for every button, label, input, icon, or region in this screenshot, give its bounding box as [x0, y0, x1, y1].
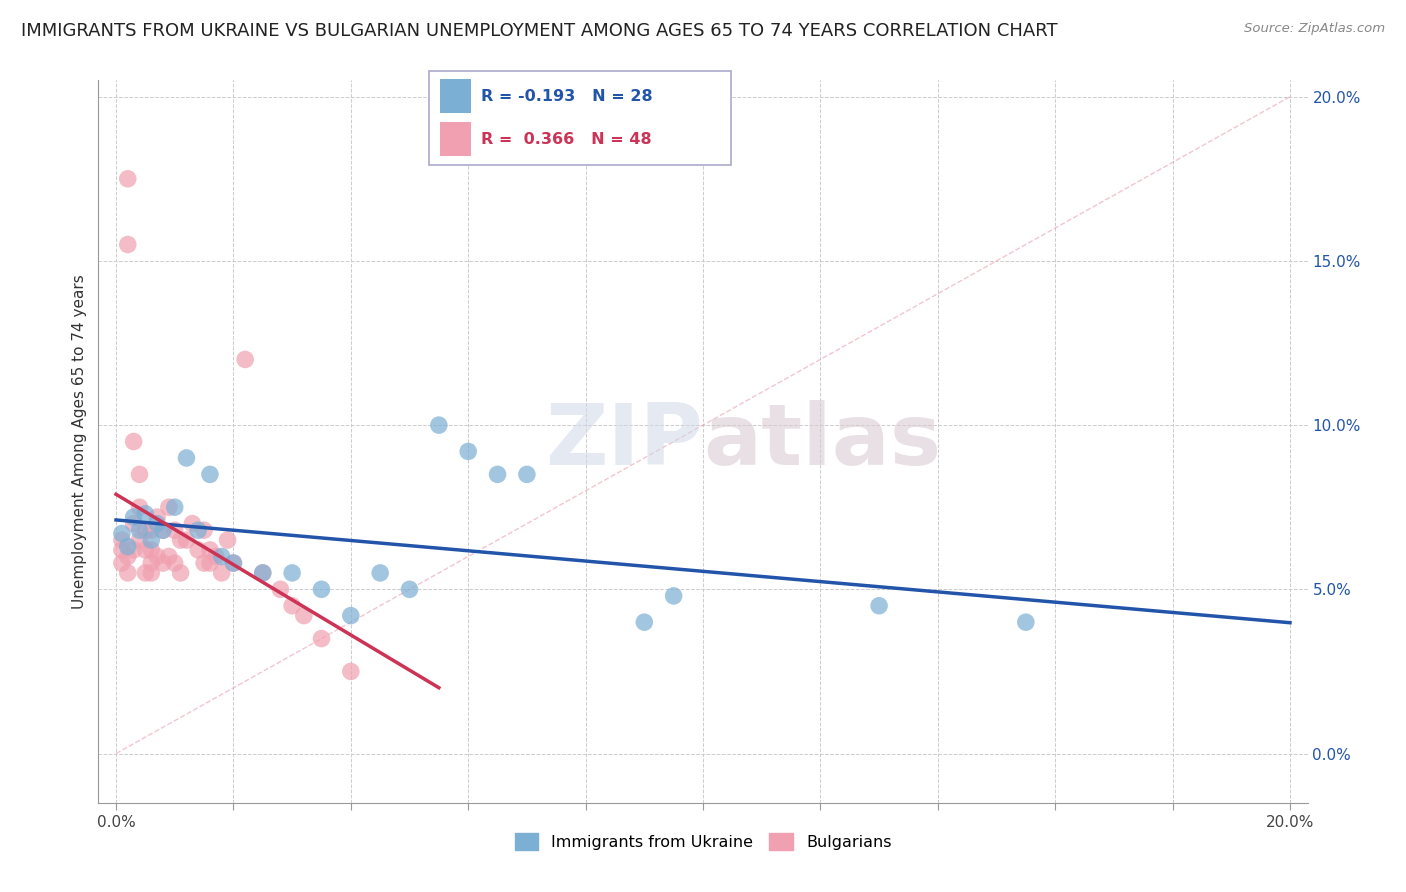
- Point: [111, 526, 134, 541]
- Point: [117, 237, 139, 252]
- Point: [128, 523, 150, 537]
- Point: [134, 507, 156, 521]
- Point: [141, 542, 163, 557]
- Point: [516, 467, 538, 482]
- Point: [204, 549, 226, 564]
- Point: [187, 523, 209, 537]
- Point: [211, 566, 233, 580]
- Point: [211, 549, 233, 564]
- Point: [340, 608, 363, 623]
- Point: [217, 533, 239, 547]
- Point: [193, 523, 215, 537]
- Point: [128, 500, 150, 515]
- Point: [340, 665, 363, 679]
- Point: [152, 556, 174, 570]
- Point: [117, 540, 139, 554]
- Point: [427, 418, 450, 433]
- Point: [222, 556, 245, 570]
- Point: [169, 566, 191, 580]
- Point: [633, 615, 655, 630]
- Point: [128, 533, 150, 547]
- Point: [281, 599, 304, 613]
- Point: [281, 566, 304, 580]
- Point: [187, 542, 209, 557]
- Point: [868, 599, 890, 613]
- Point: [222, 556, 245, 570]
- Point: [122, 510, 145, 524]
- Point: [111, 542, 134, 557]
- Point: [176, 450, 198, 465]
- Point: [181, 516, 204, 531]
- Text: IMMIGRANTS FROM UKRAINE VS BULGARIAN UNEMPLOYMENT AMONG AGES 65 TO 74 YEARS CORR: IMMIGRANTS FROM UKRAINE VS BULGARIAN UNE…: [21, 22, 1057, 40]
- Point: [311, 632, 333, 646]
- Text: R =  0.366   N = 48: R = 0.366 N = 48: [481, 132, 651, 146]
- Point: [486, 467, 509, 482]
- Point: [146, 549, 169, 564]
- Point: [252, 566, 274, 580]
- Point: [134, 542, 156, 557]
- Point: [128, 467, 150, 482]
- Point: [157, 500, 180, 515]
- Point: [368, 566, 391, 580]
- Text: ZIP: ZIP: [546, 400, 703, 483]
- Point: [198, 542, 221, 557]
- Point: [233, 352, 256, 367]
- Text: Source: ZipAtlas.com: Source: ZipAtlas.com: [1244, 22, 1385, 36]
- Point: [146, 516, 169, 531]
- Point: [141, 533, 163, 547]
- Point: [122, 516, 145, 531]
- Point: [141, 556, 163, 570]
- Point: [269, 582, 291, 597]
- Point: [176, 533, 198, 547]
- Point: [163, 523, 186, 537]
- Point: [134, 566, 156, 580]
- Point: [457, 444, 479, 458]
- Point: [662, 589, 685, 603]
- Point: [252, 566, 274, 580]
- Point: [146, 510, 169, 524]
- Point: [163, 556, 186, 570]
- Point: [157, 549, 180, 564]
- Point: [117, 171, 139, 186]
- Point: [193, 556, 215, 570]
- Point: [122, 542, 145, 557]
- Y-axis label: Unemployment Among Ages 65 to 74 years: Unemployment Among Ages 65 to 74 years: [72, 274, 87, 609]
- Point: [169, 533, 191, 547]
- Point: [134, 523, 156, 537]
- Point: [311, 582, 333, 597]
- Point: [198, 556, 221, 570]
- Point: [152, 523, 174, 537]
- Point: [122, 434, 145, 449]
- Point: [198, 467, 221, 482]
- Point: [1015, 615, 1038, 630]
- Text: R = -0.193   N = 28: R = -0.193 N = 28: [481, 89, 652, 103]
- Point: [117, 566, 139, 580]
- Text: atlas: atlas: [703, 400, 941, 483]
- Legend: Immigrants from Ukraine, Bulgarians: Immigrants from Ukraine, Bulgarians: [508, 827, 898, 856]
- Point: [141, 523, 163, 537]
- Point: [117, 549, 139, 564]
- Point: [111, 556, 134, 570]
- Point: [111, 533, 134, 547]
- Point: [292, 608, 315, 623]
- Point: [141, 566, 163, 580]
- Point: [163, 500, 186, 515]
- Point: [152, 523, 174, 537]
- Point: [398, 582, 420, 597]
